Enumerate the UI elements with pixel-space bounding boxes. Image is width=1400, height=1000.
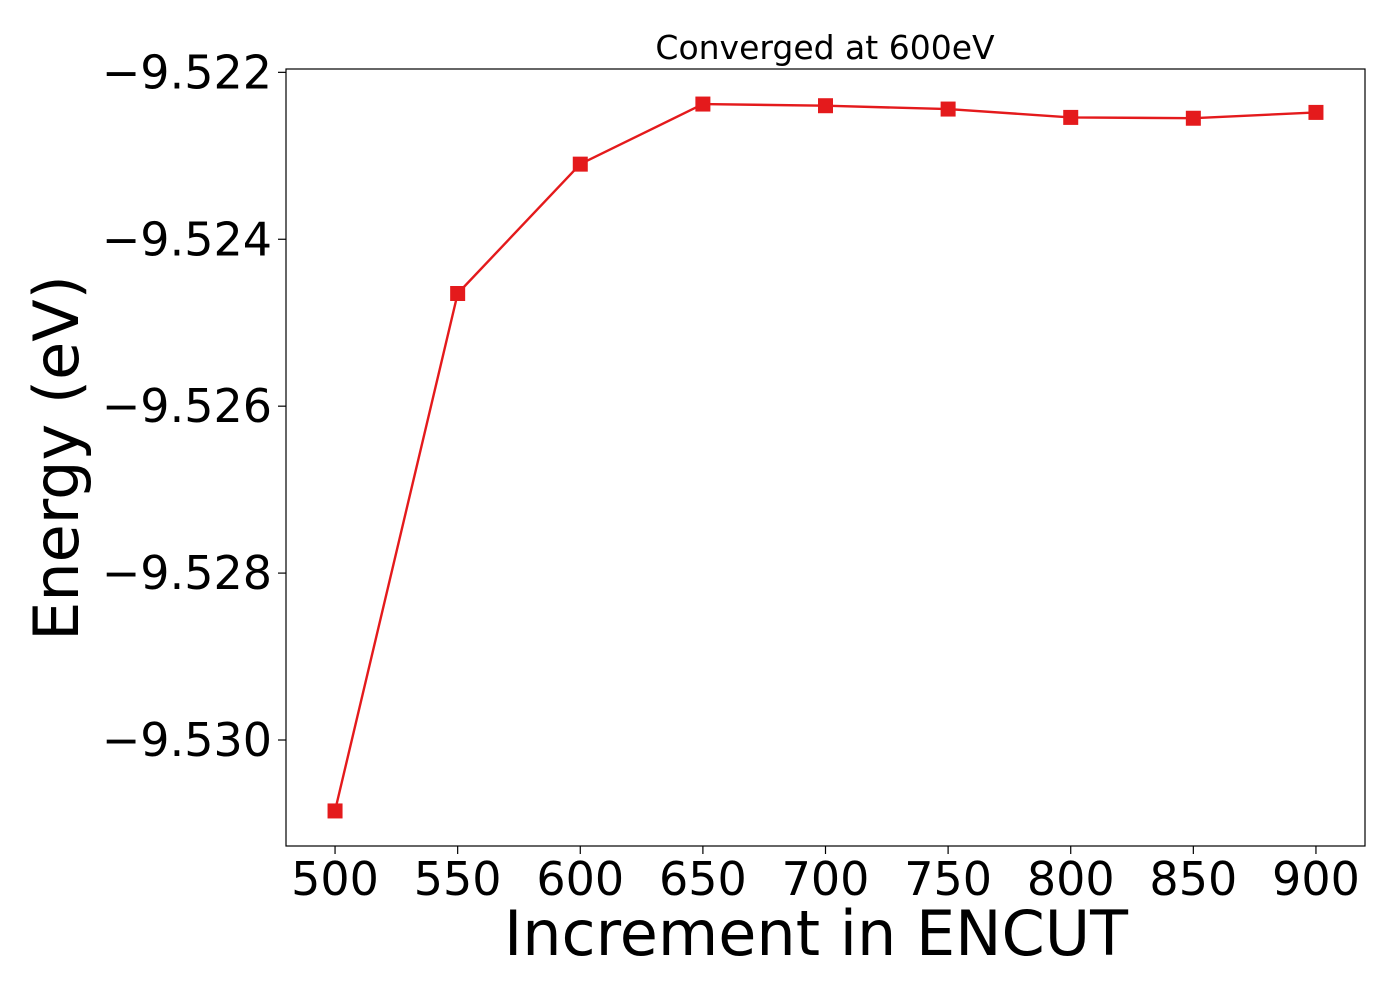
x-tick-label: 900	[1272, 852, 1360, 906]
x-tick-label: 800	[1027, 852, 1115, 906]
y-tick-label: −9.530	[102, 713, 272, 767]
x-tick-label: 750	[904, 852, 992, 906]
y-tick-label: −9.522	[102, 45, 272, 99]
x-tick-label: 550	[414, 852, 502, 906]
data-point-marker	[818, 98, 833, 114]
x-tick-label: 500	[291, 852, 379, 906]
series-layer	[327, 96, 1324, 819]
x-axis: 500 550 600 650 700 750 800 850 900	[291, 846, 1360, 906]
y-axis-title: Energy (eV)	[20, 275, 93, 641]
data-point-marker	[450, 286, 466, 302]
x-tick-label: 700	[782, 852, 870, 906]
x-axis-title: Increment in ENCUT	[504, 897, 1129, 970]
data-point-marker	[695, 96, 711, 112]
x-tick-label: 850	[1149, 852, 1237, 906]
data-point-marker	[940, 101, 956, 117]
x-tick-label: 650	[659, 852, 747, 906]
data-point-marker	[1063, 109, 1079, 125]
data-point-marker	[327, 803, 343, 819]
plot-area	[286, 69, 1365, 846]
y-tick-label: −9.526	[102, 379, 272, 433]
data-point-marker	[572, 156, 588, 172]
data-point-marker	[1308, 104, 1324, 120]
y-tick-label: −9.528	[102, 546, 272, 600]
chart-title: Converged at 600eV	[655, 28, 995, 67]
data-point-marker	[1185, 110, 1201, 126]
x-tick-label: 600	[536, 852, 624, 906]
y-axis: −9.522 −9.524 −9.526 −9.528 −9.530	[102, 45, 286, 767]
y-tick-label: −9.524	[102, 212, 272, 266]
